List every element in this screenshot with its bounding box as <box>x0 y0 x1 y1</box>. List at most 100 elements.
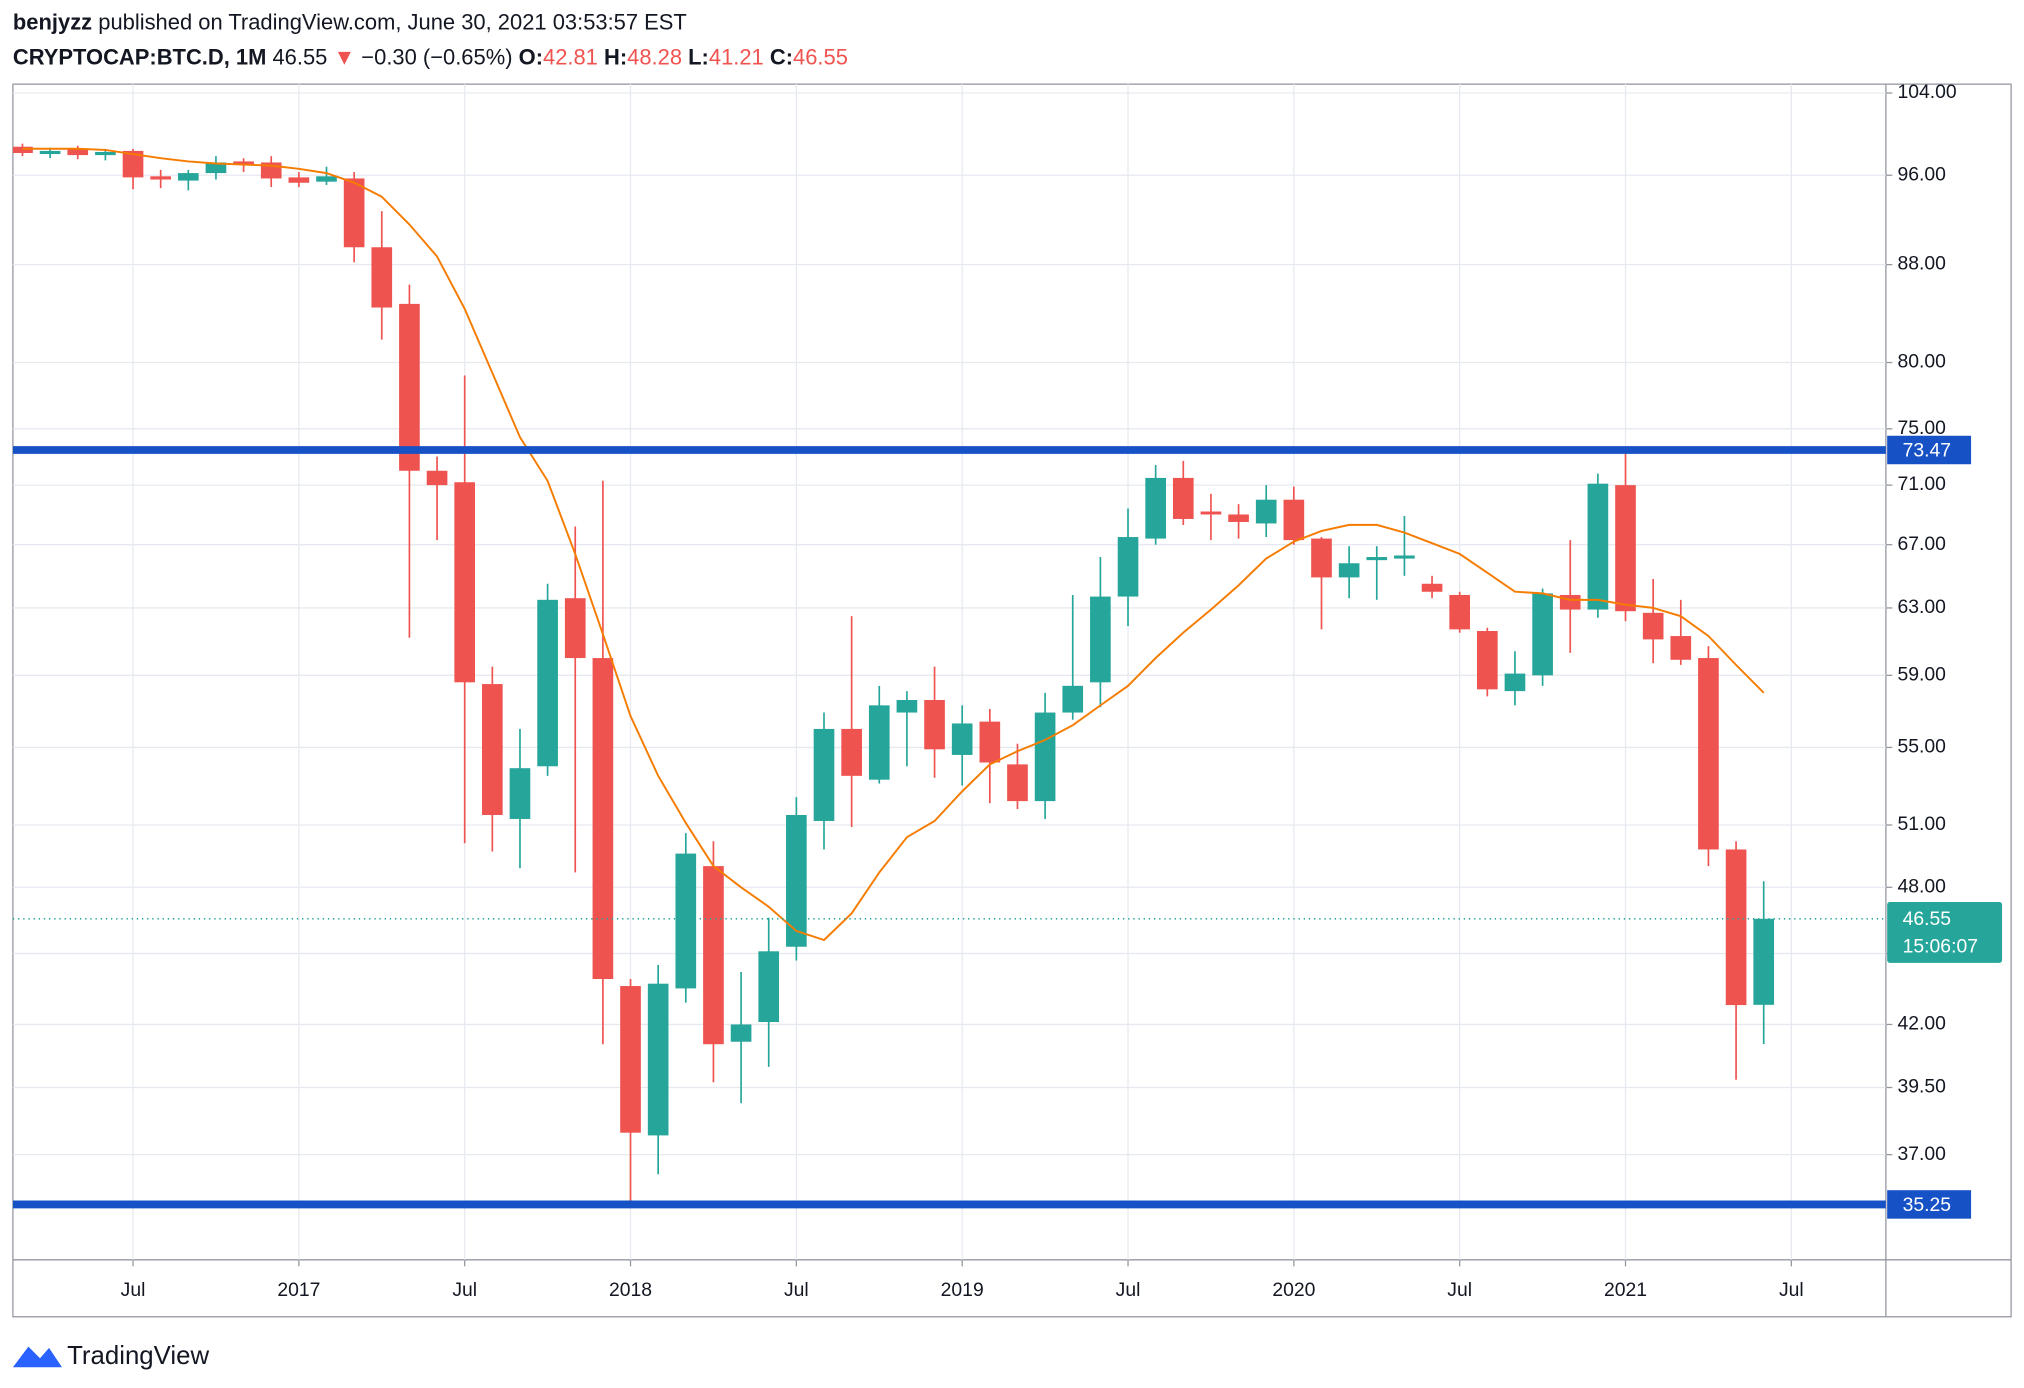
candle-body <box>979 721 1001 763</box>
candle-body <box>1145 477 1166 539</box>
candle-body <box>1228 514 1249 522</box>
y-tick-label: 39.50 <box>1898 1076 1947 1098</box>
y-tick-label: 55.00 <box>1898 736 1947 758</box>
change: −0.30 (−0.65%) <box>361 44 512 69</box>
x-tick-label: Jul <box>1779 1279 1804 1301</box>
axes: 104.00 96.00 88.00 80.00 75.00 71.00 67.00 63.0… <box>121 81 2003 1301</box>
candle-body <box>316 176 337 182</box>
candle-body <box>924 699 945 750</box>
open-label: O: <box>519 44 543 69</box>
candle-body <box>703 866 724 1045</box>
candle-body <box>426 470 448 486</box>
candle-body <box>482 684 503 815</box>
candle-body <box>399 303 420 471</box>
x-tick-label: 2018 <box>609 1279 652 1301</box>
y-tick-label: 71.00 <box>1898 473 1947 495</box>
attribution: benjyzz published on TradingView.com, Ju… <box>13 9 687 34</box>
x-tick-label: Jul <box>1447 1279 1472 1301</box>
last-price-box <box>1887 901 2003 963</box>
x-tick-label: Jul <box>121 1279 146 1301</box>
y-tick-label: 104.00 <box>1898 81 1957 103</box>
candle-body <box>288 177 310 183</box>
candle-body <box>1449 594 1471 630</box>
candle-body <box>1394 555 1415 559</box>
candle-body <box>1504 673 1526 692</box>
candle-body <box>592 658 614 980</box>
candle-body <box>647 983 669 1136</box>
x-tick-label: Jul <box>452 1279 477 1301</box>
candle-body <box>150 176 171 180</box>
chart-frame <box>12 83 2012 1318</box>
level-label-box <box>1887 1190 1972 1219</box>
candle-body <box>12 146 33 154</box>
candle-body <box>1670 636 1692 660</box>
published: published on TradingView.com, June 30, 2… <box>98 9 687 34</box>
candle-body <box>1725 849 1747 1006</box>
x-tick-label: 2019 <box>941 1279 984 1301</box>
candle-body <box>1587 483 1609 610</box>
logo: TradingView <box>12 1342 209 1370</box>
candle-body <box>620 986 641 1133</box>
author: benjyzz <box>13 9 92 34</box>
y-tick-label: 80.00 <box>1898 351 1947 373</box>
candle-body <box>1117 537 1139 597</box>
candle-body <box>813 728 835 821</box>
candle-body <box>1062 685 1084 713</box>
close-label: C: <box>770 44 793 69</box>
symbol-line: CRYPTOCAP:BTC.D, 1M 46.55 ▼ −0.30 (−0.65… <box>13 44 848 69</box>
candle-body <box>1421 583 1443 592</box>
candle-body <box>1338 563 1360 578</box>
candle-body <box>233 161 254 165</box>
low-label: L: <box>688 44 709 69</box>
candle-body <box>67 148 89 156</box>
level-label-box <box>1887 435 1972 465</box>
candle-body <box>537 599 558 767</box>
candle-body <box>1476 631 1498 690</box>
candle-body <box>786 814 807 947</box>
high-label: H: <box>604 44 627 69</box>
brand: TradingView <box>67 1342 209 1370</box>
candle-body <box>1753 918 1775 1005</box>
y-tick-label: 75.00 <box>1898 417 1947 439</box>
candle-body <box>868 705 890 780</box>
plot <box>12 143 1886 1209</box>
candle-body <box>1532 593 1553 676</box>
candle-body <box>1007 764 1028 802</box>
candle-body <box>1172 477 1194 519</box>
high-value: 48.28 <box>627 44 682 69</box>
candle-body <box>896 699 918 713</box>
y-tick-label: 88.00 <box>1898 253 1947 275</box>
candle-body <box>758 951 780 1023</box>
last-price-label: 46.55 <box>1903 908 1951 930</box>
symbol: CRYPTOCAP:BTC.D, 1M <box>13 44 266 69</box>
y-tick-label: 67.00 <box>1898 533 1947 555</box>
y-tick-label: 59.00 <box>1898 663 1947 685</box>
candle-body <box>122 150 144 178</box>
close-value: 46.55 <box>793 44 848 69</box>
candle-body <box>343 178 365 248</box>
y-tick-label: 63.00 <box>1898 596 1947 618</box>
candle-body <box>509 768 531 819</box>
price: 46.55 <box>272 44 327 69</box>
grid <box>12 84 1886 1260</box>
x-tick-label: Jul <box>784 1279 809 1301</box>
moving-average <box>22 147 1765 942</box>
y-tick-label: 42.00 <box>1898 1013 1947 1035</box>
candle-body <box>1698 658 1719 850</box>
countdown-label: 15:06:07 <box>1903 935 1978 957</box>
candle-body <box>1366 557 1388 561</box>
candle-body <box>564 598 586 659</box>
open-value: 42.81 <box>543 44 598 69</box>
candle-body <box>371 247 393 308</box>
candle-body <box>1255 499 1277 524</box>
candle-body <box>1642 612 1664 640</box>
level-label: 73.47 <box>1903 439 1951 461</box>
candle-body <box>675 853 697 989</box>
candle-body <box>1034 712 1056 802</box>
candle-body <box>1283 499 1305 541</box>
candle-body <box>177 173 199 181</box>
candle-body <box>39 150 61 155</box>
change-arrow: ▼ <box>333 44 355 69</box>
